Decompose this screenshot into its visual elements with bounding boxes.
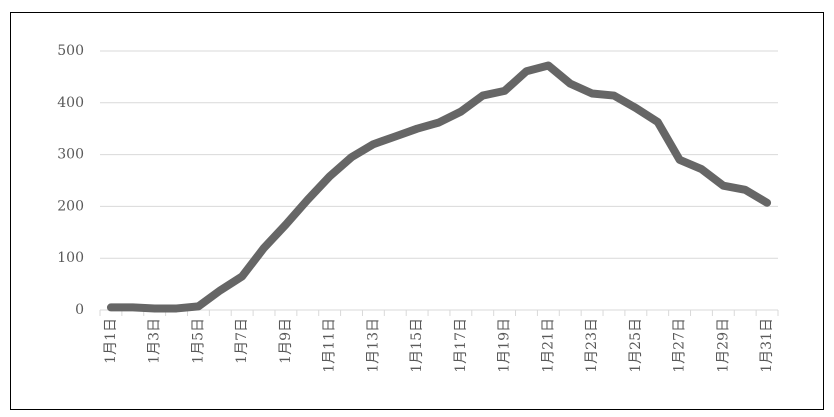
x-tick-label: 1月11日 <box>322 318 338 373</box>
data-line <box>106 61 772 313</box>
y-tick-label: 200 <box>57 198 84 214</box>
x-tick-label: 1月27日 <box>672 318 688 373</box>
x-tick-label: 1月17日 <box>453 318 469 373</box>
chart-border <box>10 12 824 410</box>
x-tick-label: 1月13日 <box>365 318 381 373</box>
x-tick-label: 1月3日 <box>147 318 163 364</box>
x-tick-label: 1月15日 <box>409 318 425 373</box>
x-tick-label: 1月23日 <box>584 318 600 373</box>
y-tick-label: 500 <box>57 43 84 59</box>
x-tick-label: 1月29日 <box>715 318 731 373</box>
x-tick-label: 1月31日 <box>759 318 775 373</box>
x-tick-label: 1月25日 <box>628 318 644 373</box>
y-tick-label: 400 <box>57 95 84 111</box>
y-tick-label: 300 <box>57 147 84 163</box>
y-tick-label: 100 <box>57 250 84 266</box>
x-tick-label: 1月5日 <box>190 318 206 364</box>
x-tick-label: 1月9日 <box>278 318 294 364</box>
x-tick-label: 1月19日 <box>497 318 513 373</box>
x-tick-label: 1月7日 <box>234 318 250 364</box>
x-tick-label: 1月1日 <box>103 318 119 364</box>
y-tick-label: 0 <box>75 302 84 318</box>
x-tick-label: 1月21日 <box>540 318 556 373</box>
